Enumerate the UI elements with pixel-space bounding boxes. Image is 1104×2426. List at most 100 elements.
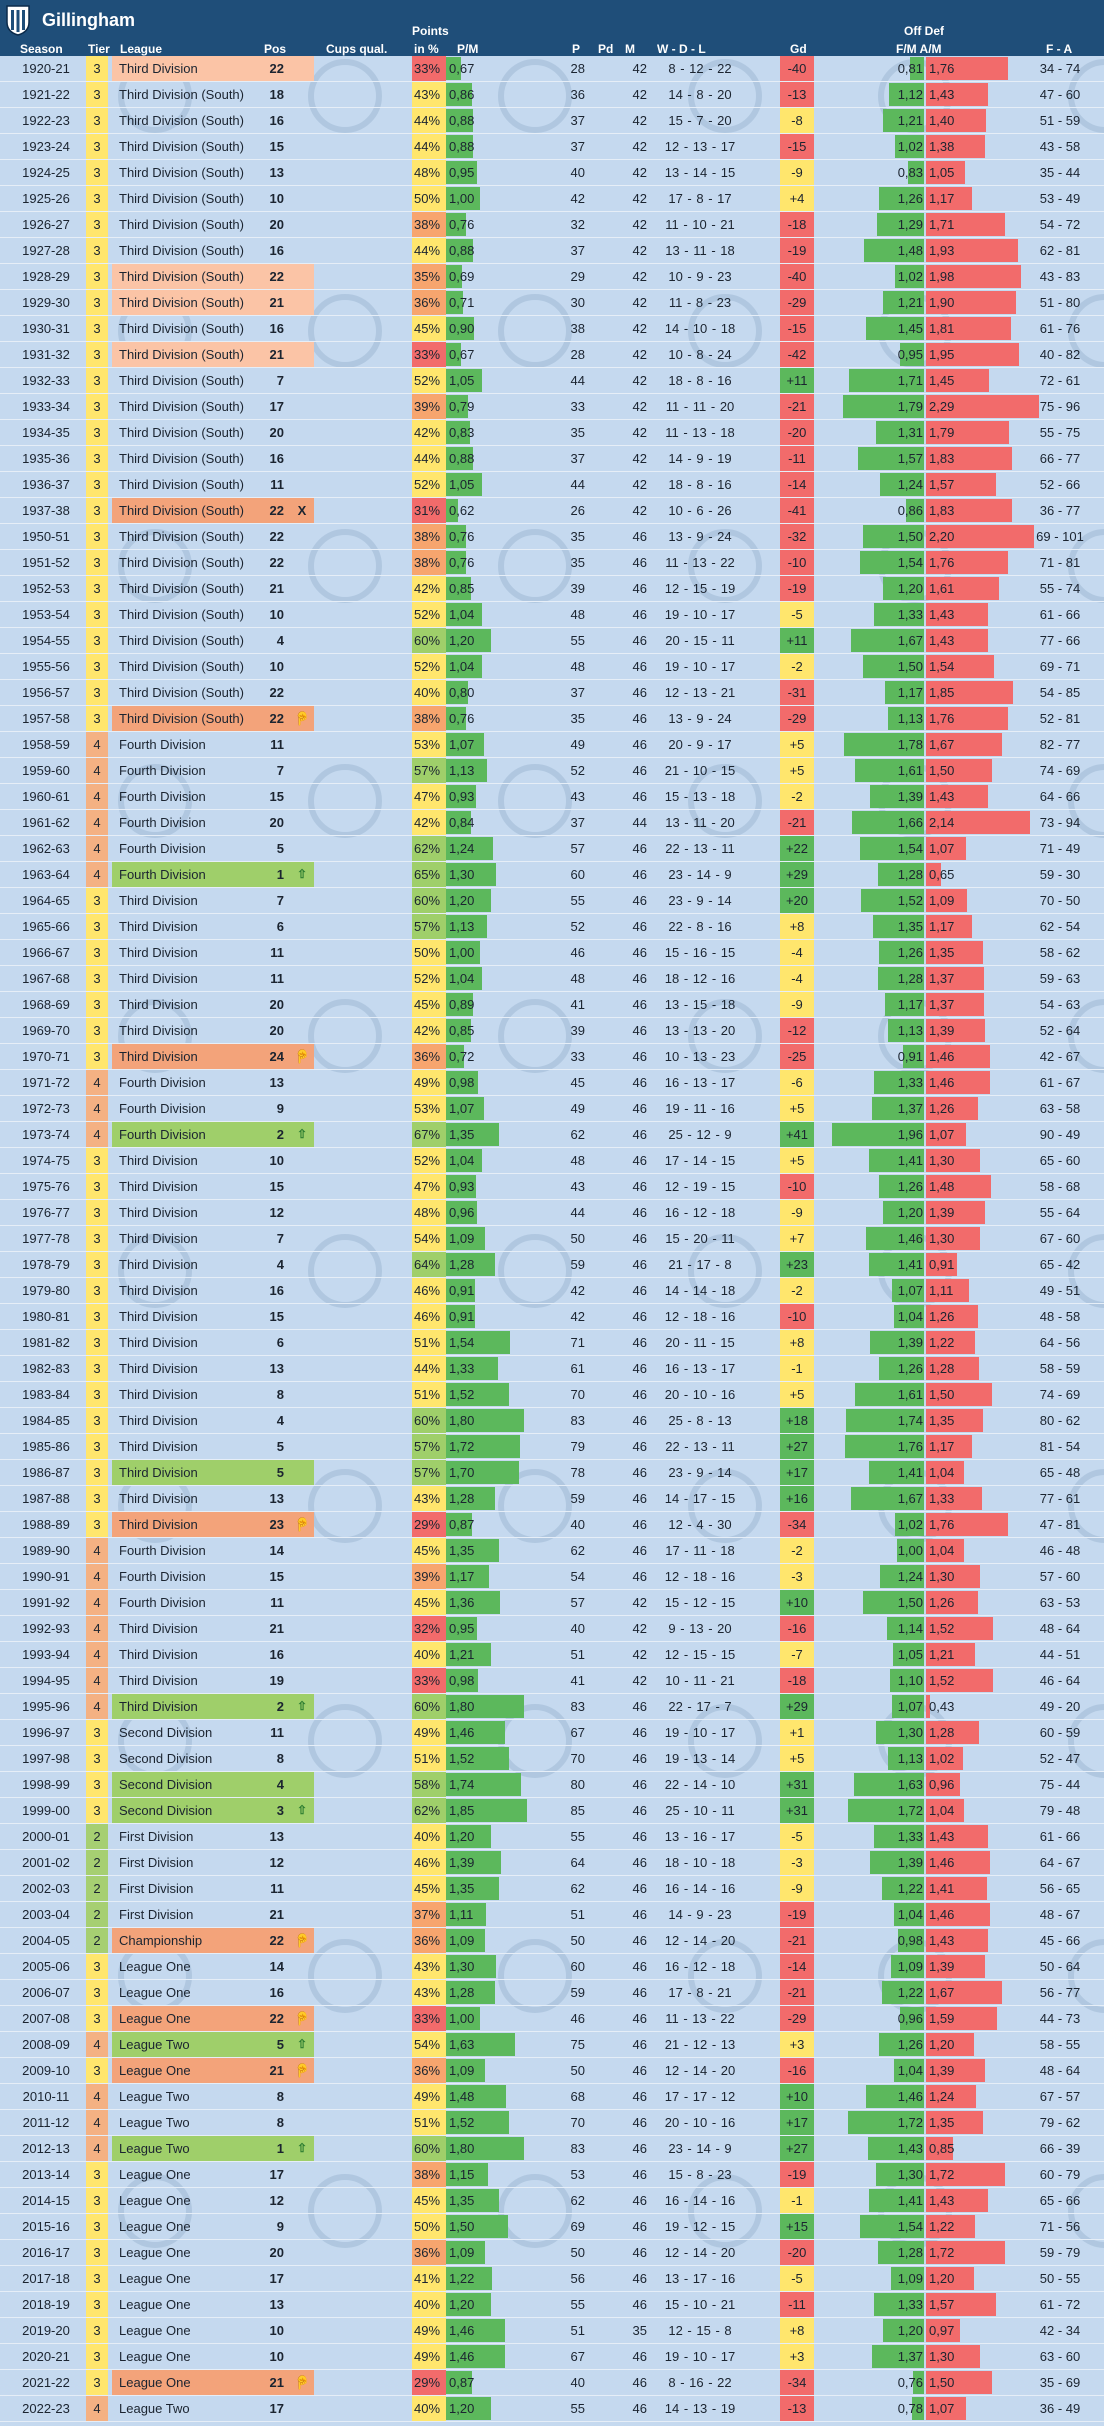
league-cell: Fourth Division: [119, 1595, 206, 1610]
points-per-match-bar: [446, 2189, 500, 2212]
goals-against-bar: [926, 629, 988, 652]
goals-against-per-match-cell: 1,76: [929, 555, 955, 570]
goals-for-per-match-cell: 0,76: [897, 2375, 923, 2390]
tier-cell: 3: [86, 654, 108, 679]
matches-cell: 46: [632, 711, 647, 726]
matches-cell: 46: [632, 1127, 647, 1142]
wdl-cell: 12 - 18 - 16: [664, 1309, 736, 1324]
goals-for-bar: [880, 1565, 924, 1588]
goals-for-against-cell: 61 - 67: [1039, 1075, 1081, 1090]
goals-against-per-match-cell: 1,17: [929, 191, 955, 206]
goals-against-bar: [926, 2345, 980, 2368]
points-pct-cell: 43%: [412, 1954, 446, 1979]
status-icon: [290, 1382, 314, 1407]
goals-for-per-match-cell: 1,12: [897, 87, 923, 102]
goals-for-bar: [895, 265, 924, 288]
wdl-cell: 15 - 16 - 15: [664, 945, 736, 960]
pos-cell: 22: [260, 264, 284, 289]
points-per-match-cell: 0,88: [449, 113, 475, 128]
status-icon: [290, 758, 314, 783]
goals-against-per-match-cell: 1,76: [929, 61, 955, 76]
goals-for-bar: [879, 1357, 924, 1380]
points-per-match-cell: 0,87: [449, 2375, 475, 2390]
matches-cell: 42: [632, 61, 647, 76]
goals-against-bar: [926, 1045, 990, 1068]
goals-for-against-cell: 48 - 64: [1039, 1621, 1081, 1636]
points-per-match-bar: [446, 525, 467, 548]
season-cell: 1951-52: [0, 550, 92, 575]
pos-cell: 14: [269, 1543, 284, 1558]
points-per-match-bar: [446, 1175, 476, 1198]
tier-cell: 3: [86, 290, 108, 315]
table-row: 1925-26 3 Third Division (South) 10 50% 1,00 4…: [0, 186, 1104, 212]
points-pct-cell: 38%: [412, 2162, 446, 2187]
points-pct-cell: 60%: [412, 888, 446, 913]
tier-cell: 3: [86, 680, 108, 705]
goals-against-bar: [926, 1097, 978, 1120]
wdl-cell: 16 - 14 - 16: [664, 1881, 736, 1896]
goals-for-per-match-cell: 1,13: [897, 1023, 923, 1038]
goals-against-per-match-cell: 2,20: [929, 529, 955, 544]
points-per-match-bar: [446, 1071, 479, 1094]
season-cell: 1953-54: [0, 602, 92, 627]
goals-for-bar: [877, 863, 924, 886]
goal-diff-cell: -32: [780, 524, 814, 549]
pos-cell: 20: [269, 1023, 284, 1038]
pos-cell: 11: [270, 1881, 284, 1896]
goals-for-bar: [873, 915, 924, 938]
season-cell: 1960-61: [0, 784, 92, 809]
table-row: 1965-66 3 Third Division 6 57% 1,13 52 46 22 - 8…: [0, 914, 1104, 940]
tier-cell: 2: [86, 1902, 108, 1927]
matches-cell: 42: [632, 113, 647, 128]
league-cell: Third Division: [119, 1023, 198, 1038]
table-row: 1926-27 3 Third Division (South) 20 38% 0,76 3…: [0, 212, 1104, 238]
goals-for-bar: [874, 603, 924, 626]
tier-cell: 3: [86, 1148, 108, 1173]
table-row: 1930-31 3 Third Division (South) 16 45% 0,90 3…: [0, 316, 1104, 342]
points-per-match-cell: 1,48: [449, 2089, 475, 2104]
points-per-match-cell: 0,86: [449, 87, 475, 102]
league-cell: Third Division (South): [119, 477, 244, 492]
points-cell: 56: [570, 2271, 585, 2286]
goals-for-bar: [887, 1617, 924, 1640]
goals-against-per-match-cell: 1,30: [929, 1153, 955, 1168]
pos-cell: 6: [276, 919, 284, 934]
status-icon: [290, 1824, 314, 1849]
table-row: 1922-23 3 Third Division (South) 16 44% 0,88 3…: [0, 108, 1104, 134]
season-cell: 1926-27: [0, 212, 92, 237]
goals-for-against-cell: 79 - 48: [1039, 1803, 1081, 1818]
season-cell: 1982-83: [0, 1356, 92, 1381]
status-icon: [290, 628, 314, 653]
points-per-match-cell: 1,04: [449, 607, 475, 622]
relegation-icon: ☝: [290, 1928, 314, 1953]
season-cell: 2008-09: [0, 2032, 92, 2057]
goals-for-per-match-cell: 1,26: [897, 1179, 923, 1194]
goals-for-per-match-cell: 1,02: [897, 139, 923, 154]
points-cell: 43: [570, 1179, 585, 1194]
goals-for-against-cell: 51 - 80: [1039, 295, 1081, 310]
goals-for-bar: [883, 577, 924, 600]
wdl-cell: 13 - 9 - 24: [668, 529, 732, 544]
goals-against-bar: [926, 2033, 974, 2056]
goal-diff-cell: +3: [780, 2032, 814, 2057]
points-per-match-bar: [446, 369, 483, 392]
pos-cell: 7: [276, 1231, 284, 1246]
goals-against-per-match-cell: 1,59: [929, 2011, 955, 2026]
points-per-match-bar: [446, 213, 467, 236]
points-per-match-cell: 1,20: [449, 2401, 475, 2416]
goals-against-per-match-cell: 0,85: [929, 2141, 955, 2156]
pos-cell: 7: [276, 763, 284, 778]
goal-diff-cell: -20: [780, 420, 814, 445]
points-pct-cell: 32%: [412, 1616, 446, 1641]
wdl-cell: 12 - 15 - 19: [664, 581, 736, 596]
matches-cell: 42: [632, 425, 647, 440]
points-per-match-bar: [446, 2059, 485, 2082]
goal-diff-cell: -14: [780, 472, 814, 497]
tier-cell: 3: [86, 1304, 108, 1329]
league-cell: Third Division: [119, 1673, 198, 1688]
wdl-cell: 14 - 17 - 15: [664, 1491, 736, 1506]
points-cell: 70: [570, 1751, 585, 1766]
goals-against-bar: [926, 811, 1031, 834]
goals-for-bar: [831, 1123, 924, 1146]
wdl-cell: 13 - 13 - 20: [664, 1023, 736, 1038]
